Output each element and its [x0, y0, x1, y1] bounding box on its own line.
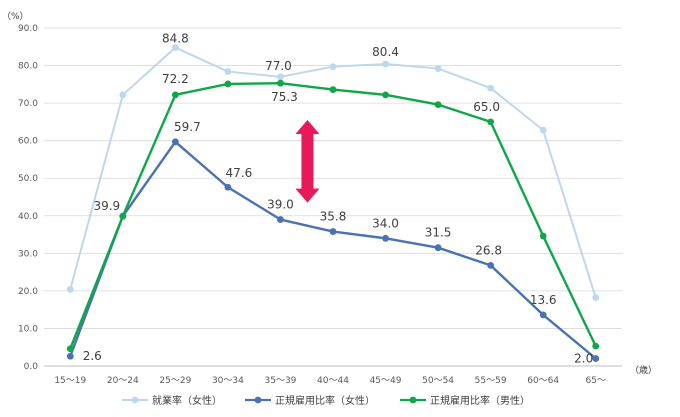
data-point — [224, 183, 232, 191]
data-point — [382, 91, 389, 99]
data-labels: 84.8 77.0 80.4 2.6 39.9 59.7 47.6 39.0 35.8 34.0 3… — [83, 32, 594, 366]
data-point — [539, 126, 547, 134]
data-point — [171, 91, 179, 99]
y-tick-label: 10.0 — [18, 324, 38, 334]
x-tick-label: 20～24 — [107, 376, 139, 386]
data-point — [592, 294, 600, 302]
y-tick-label: 60.0 — [18, 137, 38, 147]
x-tick-label: 25～29 — [159, 376, 191, 386]
data-point — [277, 79, 284, 87]
data-point — [539, 232, 547, 240]
data-label: 59.7 — [174, 120, 201, 134]
legend-marker — [409, 396, 417, 404]
x-tick-label: 55～59 — [475, 376, 507, 386]
x-tick-label: 15～19 — [54, 376, 86, 386]
data-point — [66, 285, 74, 293]
y-tick-label: 30.0 — [18, 249, 38, 259]
data-point — [487, 84, 495, 92]
data-label: 34.0 — [372, 216, 399, 230]
data-point — [487, 261, 495, 269]
x-tick-label: 40～44 — [317, 376, 349, 386]
data-point — [382, 234, 389, 242]
x-tick-label: 65～ — [586, 376, 606, 386]
data-point — [329, 228, 337, 235]
x-tick-label: 60～64 — [527, 376, 559, 386]
data-point — [171, 44, 179, 51]
data-point — [119, 91, 127, 99]
legend-marker — [254, 396, 262, 404]
series-lines — [69, 46, 597, 360]
series-line — [69, 140, 597, 360]
data-point — [66, 352, 74, 360]
y-unit-label: （%） — [2, 11, 29, 22]
data-point — [224, 68, 232, 75]
data-label: 39.0 — [267, 198, 294, 212]
data-point — [539, 311, 547, 319]
data-point — [434, 101, 442, 109]
data-label: 31.5 — [425, 226, 452, 240]
data-point — [119, 212, 127, 220]
x-axis: 15～19 20～24 25～29 30～34 35～39 40～44 45～49 50～54… — [44, 365, 622, 386]
x-tick-label: 30～34 — [212, 376, 244, 386]
data-point — [382, 60, 389, 68]
data-label: 77.0 — [265, 59, 292, 73]
y-tick-label: 40.0 — [18, 212, 38, 222]
data-label: 65.0 — [473, 100, 500, 114]
x-unit-label: （歳） — [630, 364, 657, 376]
x-tick-label: 50～54 — [422, 376, 454, 386]
data-point — [171, 138, 179, 146]
y-tick-label: 90.0 — [18, 24, 38, 34]
data-point — [487, 118, 495, 126]
data-point — [592, 355, 600, 362]
data-point — [329, 63, 337, 71]
data-label: 35.8 — [320, 210, 347, 224]
data-label: 13.6 — [530, 293, 557, 307]
y-tick-label: 20.0 — [18, 287, 38, 297]
data-label: 2.0 — [574, 351, 593, 365]
data-point — [224, 80, 232, 88]
double-arrow-icon — [295, 120, 320, 203]
data-point — [434, 65, 442, 72]
data-point — [66, 345, 74, 353]
data-label: 26.8 — [475, 243, 502, 257]
annotation — [295, 120, 320, 203]
x-tick-label: 35～39 — [265, 376, 297, 386]
y-axis: 0.0 10.0 20.0 30.0 40.0 50.0 60.0 70.0 80.0 90.0 — [18, 24, 38, 372]
data-points — [66, 44, 600, 362]
legend-label: 就業率（女性） — [152, 394, 222, 407]
y-tick-label: 80.0 — [18, 62, 38, 72]
series-line — [69, 46, 597, 298]
legend-label: 正規雇用比率（女性） — [275, 394, 375, 407]
x-tick-label: 45～49 — [370, 376, 402, 386]
data-label: 84.8 — [162, 32, 189, 46]
data-label: 72.2 — [162, 72, 189, 86]
data-label: 47.6 — [226, 166, 253, 180]
y-tick-label: 70.0 — [18, 99, 38, 109]
legend: 就業率（女性） 正規雇用比率（女性） 正規雇用比率（男性） — [122, 394, 530, 407]
data-point — [277, 216, 284, 223]
legend-label: 正規雇用比率（男性） — [430, 394, 530, 407]
y-tick-label: 50.0 — [18, 174, 38, 184]
data-label: 75.3 — [271, 90, 298, 104]
data-point — [277, 73, 284, 81]
data-label: 80.4 — [372, 45, 399, 59]
data-point — [434, 244, 442, 252]
legend-marker — [131, 396, 139, 404]
data-label: 39.9 — [93, 199, 120, 213]
data-point — [592, 342, 600, 350]
y-tick-label: 0.0 — [24, 362, 39, 372]
data-point — [329, 86, 337, 93]
data-label: 2.6 — [83, 349, 102, 363]
